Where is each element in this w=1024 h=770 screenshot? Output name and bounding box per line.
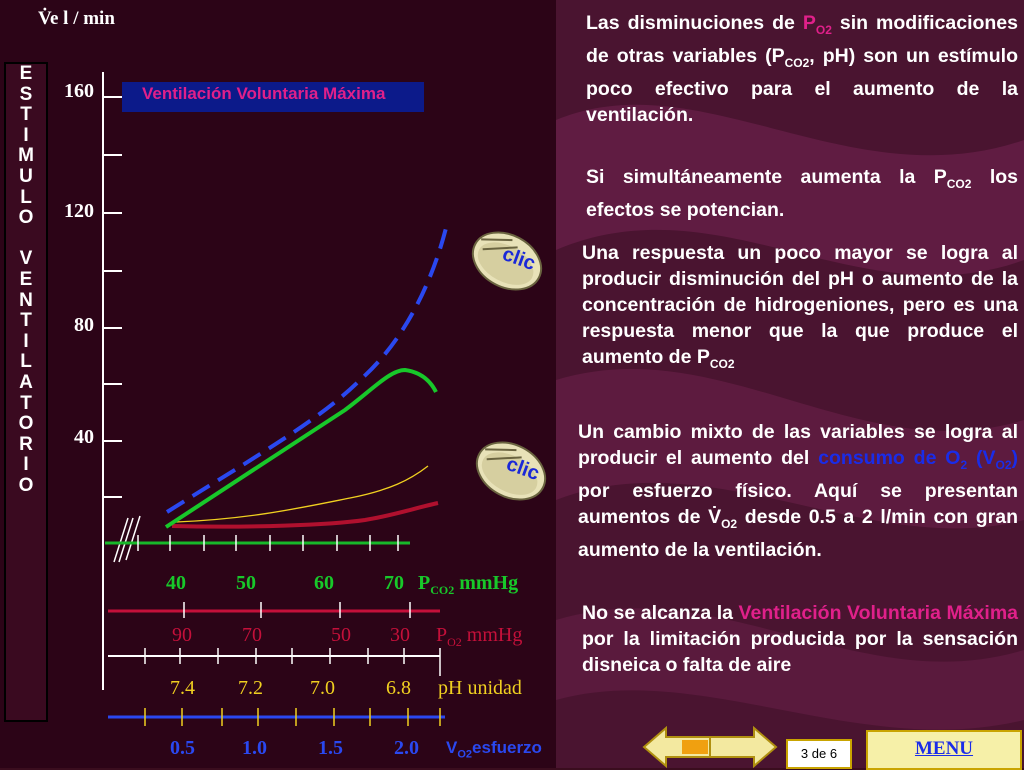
vertical-title-letter: N: [19, 289, 33, 311]
pco2-value: 60: [314, 572, 334, 594]
vertical-title-letter: A: [19, 371, 33, 393]
clic-mouse-button-1[interactable]: clic: [462, 222, 552, 305]
vertical-title-letter: V: [19, 248, 33, 270]
chart-panel: [0, 0, 556, 768]
mouse-icon: [471, 231, 543, 291]
ph-value: 6.8: [386, 677, 411, 699]
vo2-curve: [165, 227, 448, 514]
nav-center-mark: [682, 740, 708, 754]
vertical-title-letter: I: [23, 454, 29, 476]
next-arrow-icon: [709, 726, 778, 768]
paragraph-4: Un cambio mixto de las variables se logr…: [578, 421, 1019, 561]
po2-value: 70: [242, 624, 262, 646]
po2-value: 30: [390, 624, 410, 646]
ph-axis-ticks: [144, 648, 441, 676]
vertical-title-letter: E: [19, 63, 33, 84]
vo2-value: 0.5: [170, 737, 195, 759]
y-axis-ticks: [103, 96, 122, 498]
pco2-curve: [164, 367, 438, 529]
y-tick-label: 80: [74, 314, 94, 336]
y-tick-label: 160: [64, 80, 94, 102]
vertical-title-letter: I: [23, 124, 29, 146]
paragraph-1: Las disminuciones de PO2 sin modificacio…: [586, 12, 1018, 126]
paragraph-2: Si simultáneamente aumenta la PCO2 los e…: [586, 166, 1019, 221]
nav-arrows: [642, 726, 778, 768]
vertical-title-letter: R: [19, 433, 33, 455]
vo2-value: 1.5: [318, 737, 343, 759]
vertical-title-letter: U: [19, 165, 33, 187]
vertical-title-letter: T: [20, 310, 32, 332]
vertical-title-letter: I: [23, 330, 29, 352]
vertical-title-letter: [6, 229, 46, 250]
menu-button[interactable]: MENU: [866, 730, 1022, 770]
po2-value: 90: [172, 624, 192, 646]
ph-unit: pH unidad: [438, 677, 522, 699]
po2-value: 50: [331, 624, 351, 646]
y-tick-label: 120: [64, 200, 94, 222]
ph-value: 7.0: [310, 677, 335, 699]
vertical-title-letter: M: [18, 145, 34, 167]
vo2-value: 1.0: [242, 737, 267, 759]
po2-unit: PO2 mmHg: [436, 624, 523, 649]
ventilation-axis-label: V̇e l / min: [38, 8, 115, 29]
pco2-axis-ticks: [137, 535, 399, 551]
ph-value: 7.2: [238, 677, 263, 699]
po2-curve: [171, 501, 439, 529]
axis-break-marks: [113, 515, 141, 563]
vmv-label: Ventilación Voluntaria Máxima: [142, 84, 386, 103]
vertical-title-letter: S: [19, 83, 33, 105]
paragraph-3: Una respuesta un poco mayor se logra al …: [582, 242, 1018, 371]
paragraph-5: No se alcanza la Ventilación Voluntaria …: [582, 602, 1018, 676]
vo2-value: 2.0: [394, 737, 419, 759]
prev-slide-button[interactable]: [642, 726, 708, 768]
vertical-title-letter: T: [20, 392, 32, 414]
clic-mouse-button-2[interactable]: clic: [466, 432, 556, 515]
pco2-value: 50: [236, 572, 256, 594]
y-tick-label: 40: [74, 426, 94, 448]
po2-axis-ticks: [183, 602, 411, 618]
ph-curve: [175, 465, 429, 523]
vertical-title-letter: L: [20, 186, 32, 208]
pco2-value: 70: [384, 572, 404, 594]
mouse-icon: [475, 441, 547, 501]
vo2-unit: VO2esfuerzo: [446, 738, 542, 761]
pco2-unit: PCO2 mmHg: [418, 572, 519, 597]
vertical-title-letter: O: [18, 413, 34, 435]
vertical-title-letter: O: [18, 207, 34, 229]
vertical-title-letter: T: [20, 104, 32, 126]
vertical-title-letter: L: [20, 351, 32, 373]
vertical-title-letter: O: [18, 474, 34, 496]
vmv-band: Ventilación Voluntaria Máxima: [122, 82, 424, 112]
next-slide-button[interactable]: [710, 726, 776, 768]
pco2-value: 40: [166, 572, 186, 594]
vo2-axis-ticks: [144, 708, 441, 726]
vertical-title-letter: E: [19, 268, 33, 290]
ph-value: 7.4: [170, 677, 195, 699]
ventilation-chart: [102, 72, 448, 726]
page-indicator: 3 de 6: [786, 739, 852, 769]
